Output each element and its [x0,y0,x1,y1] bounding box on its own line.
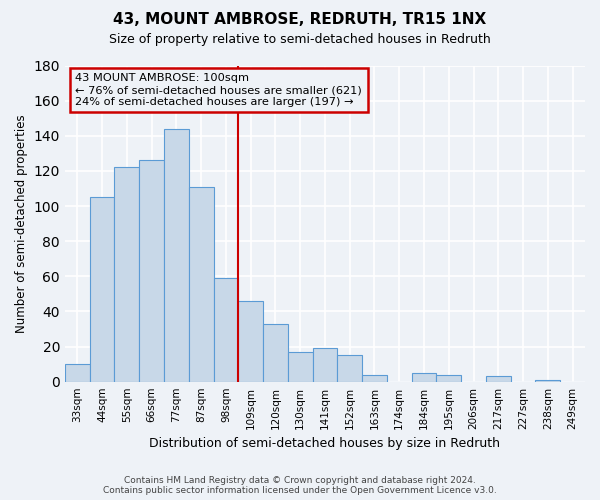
Text: 43 MOUNT AMBROSE: 100sqm
← 76% of semi-detached houses are smaller (621)
24% of : 43 MOUNT AMBROSE: 100sqm ← 76% of semi-d… [76,74,362,106]
Y-axis label: Number of semi-detached properties: Number of semi-detached properties [15,114,28,333]
X-axis label: Distribution of semi-detached houses by size in Redruth: Distribution of semi-detached houses by … [149,437,500,450]
Bar [412,373,436,382]
Bar [89,197,115,382]
Bar [65,364,89,382]
Bar [362,374,387,382]
Bar [313,348,337,382]
Bar [263,324,288,382]
Text: Contains HM Land Registry data © Crown copyright and database right 2024.
Contai: Contains HM Land Registry data © Crown c… [103,476,497,495]
Bar [337,356,362,382]
Bar [189,186,214,382]
Bar [115,168,139,382]
Bar [164,128,189,382]
Bar [436,374,461,382]
Text: Size of property relative to semi-detached houses in Redruth: Size of property relative to semi-detach… [109,32,491,46]
Bar [288,352,313,382]
Bar [139,160,164,382]
Bar [238,301,263,382]
Bar [486,376,511,382]
Text: 43, MOUNT AMBROSE, REDRUTH, TR15 1NX: 43, MOUNT AMBROSE, REDRUTH, TR15 1NX [113,12,487,28]
Bar [214,278,238,382]
Bar [535,380,560,382]
